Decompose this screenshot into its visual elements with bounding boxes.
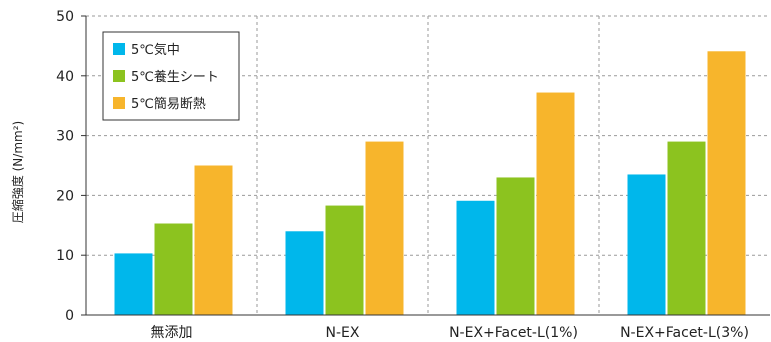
y-tick-label: 50 [56, 9, 74, 25]
x-tick-label: N-EX+Facet-L(3%) [620, 325, 749, 341]
y-tick-label: 10 [56, 248, 74, 264]
legend-label-0: 5℃気中 [131, 42, 180, 58]
x-tick-labels: 無添加 N-EX N-EX+Facet-L(1%) N-EX+Facet-L(3%) [151, 325, 749, 341]
legend-box [102, 31, 240, 121]
x-tick-label: 無添加 [151, 325, 193, 341]
bar-1-2 [365, 141, 404, 315]
legend-swatch-1 [113, 70, 125, 82]
bar-2-1 [496, 177, 535, 315]
x-tick-label: N-EX [326, 325, 360, 341]
legend: 5℃気中 5℃養生シート 5℃簡易断熱 [102, 31, 240, 121]
legend-label-2: 5℃簡易断熱 [131, 97, 206, 112]
y-axis-label: 圧縮強度 (N/mm²) [10, 121, 25, 223]
bar-3-2 [707, 51, 746, 315]
y-tick-label: 20 [56, 188, 74, 204]
bar-0-2 [194, 165, 233, 315]
legend-swatch-2 [113, 97, 125, 109]
bar-2-2 [536, 92, 575, 315]
y-tick-label: 0 [65, 308, 74, 324]
y-tick-label: 40 [56, 69, 74, 85]
legend-label-1: 5℃養生シート [131, 69, 219, 85]
bar-0-0 [114, 253, 153, 315]
bar-3-0 [627, 174, 666, 315]
bars [114, 51, 746, 315]
axes [81, 15, 770, 316]
y-tick-labels: 0 10 20 30 40 50 [56, 9, 74, 324]
bar-1-1 [325, 205, 364, 315]
bar-0-1 [154, 223, 193, 315]
bar-3-1 [667, 141, 706, 315]
x-tick-label: N-EX+Facet-L(1%) [449, 325, 578, 341]
bar-1-0 [285, 231, 324, 315]
legend-swatch-0 [113, 43, 125, 55]
bar-2-0 [456, 200, 495, 315]
y-tick-label: 30 [56, 129, 74, 145]
